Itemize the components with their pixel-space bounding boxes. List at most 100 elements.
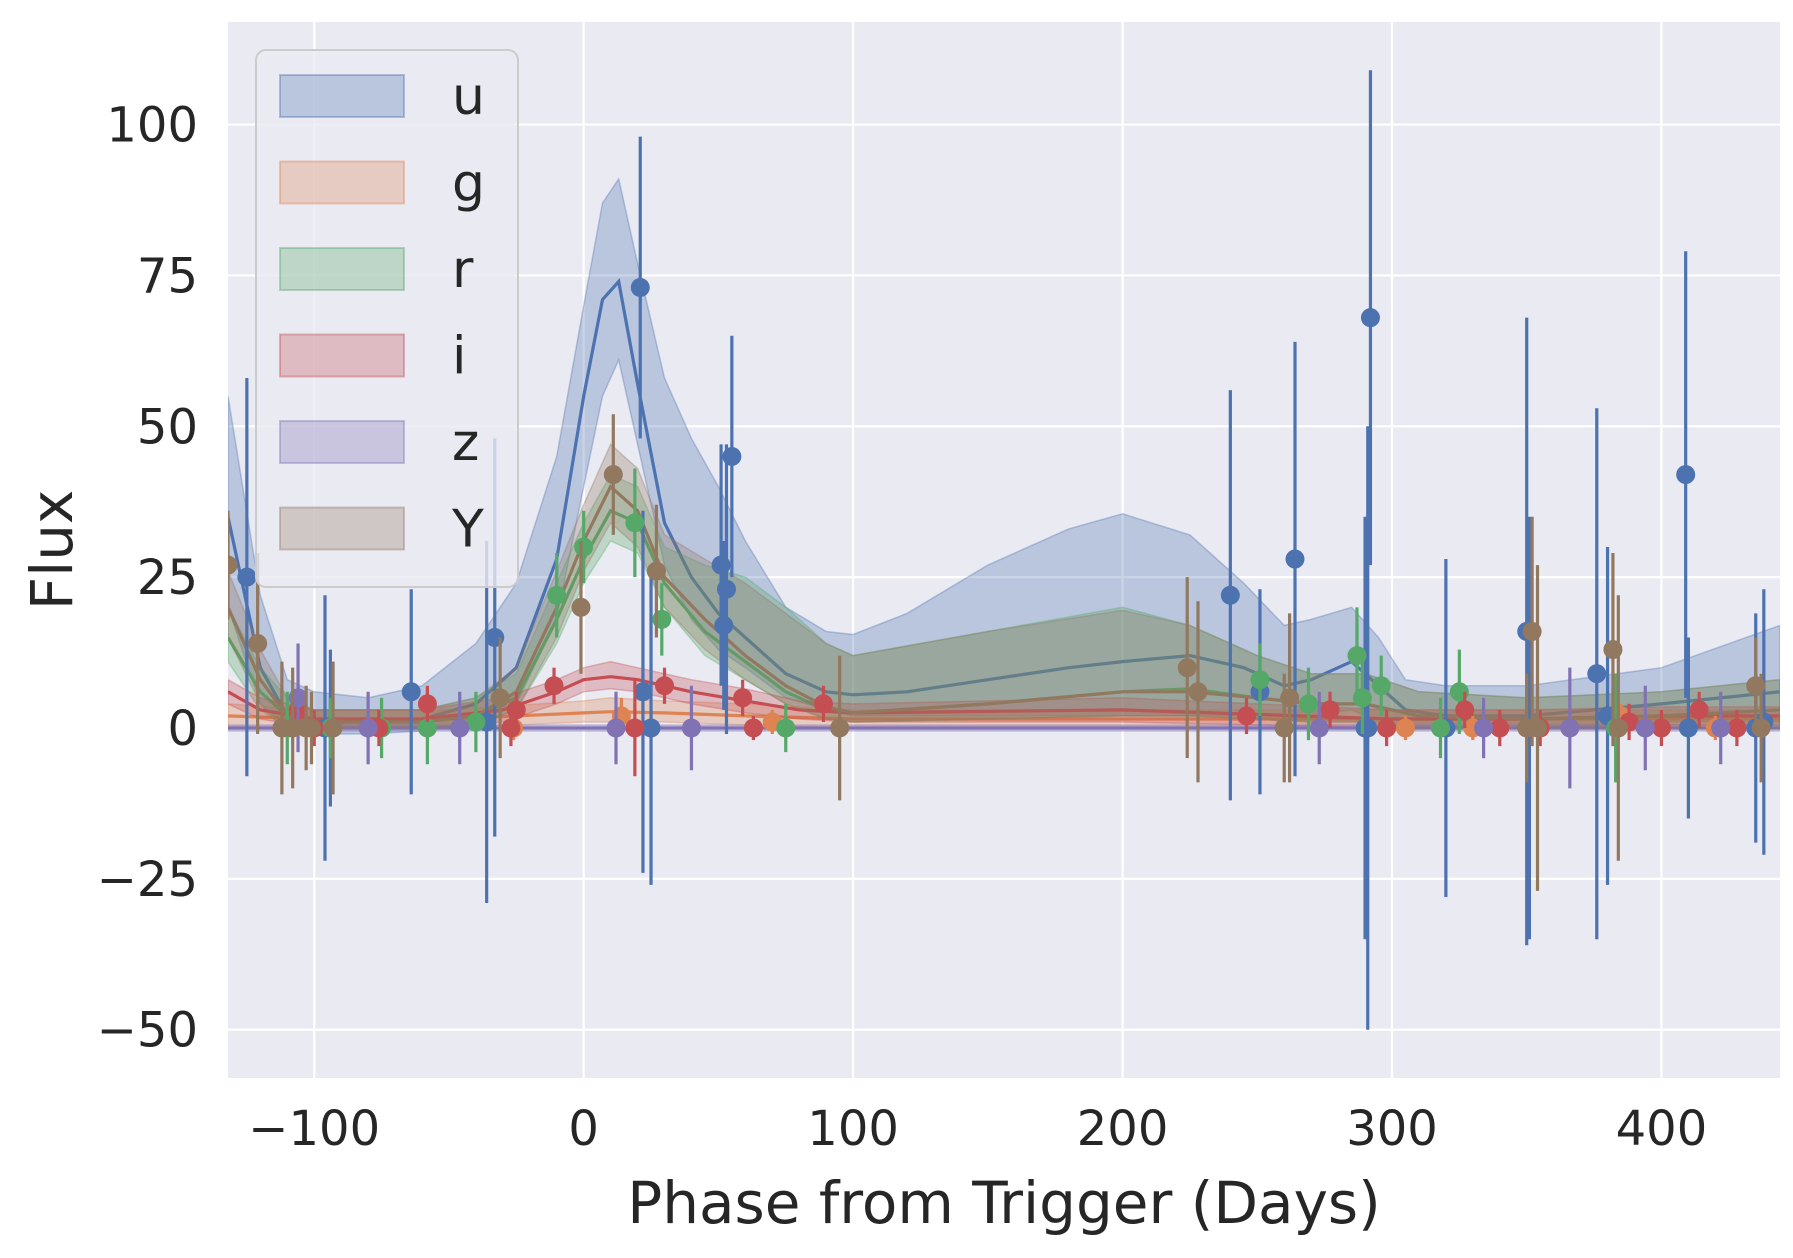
data-point — [1587, 664, 1607, 684]
data-point — [571, 597, 591, 617]
data-point — [323, 718, 343, 738]
data-point — [625, 513, 645, 533]
y-tick-label: 75 — [137, 248, 198, 304]
data-point — [1220, 585, 1240, 605]
y-tick-label: 25 — [137, 550, 198, 606]
legend-label-u: u — [452, 67, 485, 127]
data-point — [358, 718, 378, 738]
legend-label-y: Y — [451, 500, 484, 560]
data-point — [1608, 718, 1628, 738]
data-point — [1689, 700, 1709, 720]
legend-swatch-z — [279, 420, 405, 464]
data-point — [417, 718, 437, 738]
series-u — [228, 177, 1780, 735]
data-point — [228, 555, 238, 575]
data-point — [641, 718, 661, 738]
data-point — [722, 446, 742, 466]
data-point — [544, 676, 564, 696]
data-point — [603, 465, 623, 485]
legend-swatch-u — [279, 74, 405, 118]
tick-labels: −100 0 100 200 300 400 −50 −25 0 25 50 75 100 — [97, 98, 1708, 1157]
data-point — [830, 718, 850, 738]
data-point — [1298, 694, 1318, 714]
legend-swatch-i — [279, 333, 405, 378]
confidence-band-y — [228, 443, 1780, 729]
x-tick-label: 300 — [1346, 1101, 1438, 1157]
data-point — [237, 567, 257, 587]
data-point — [283, 718, 303, 738]
data-point — [506, 700, 526, 720]
y-axis-label: Flux — [18, 490, 86, 611]
x-tick-label: 400 — [1616, 1101, 1708, 1157]
legend-swatch-y — [279, 506, 405, 551]
legend-label-g: g — [452, 154, 485, 214]
legend-label-z: z — [452, 413, 479, 473]
y-tick-label: −50 — [97, 1003, 198, 1059]
data-point — [1395, 718, 1415, 738]
data-point — [1360, 308, 1380, 328]
data-point — [547, 585, 567, 605]
data-point — [1490, 718, 1510, 738]
data-point — [813, 694, 833, 714]
data-point — [1676, 465, 1696, 485]
data-point — [1560, 718, 1580, 738]
data-point — [1371, 676, 1391, 696]
data-point — [1678, 718, 1698, 738]
y-tick-label: 100 — [106, 98, 198, 154]
data-point — [574, 537, 594, 557]
observations-y — [228, 414, 1771, 891]
data-point — [625, 718, 645, 738]
confidence-band-u — [228, 177, 1780, 735]
data-point — [1188, 682, 1208, 702]
data-point — [1455, 700, 1475, 720]
data-point — [630, 278, 650, 298]
x-tick-label: 0 — [568, 1101, 599, 1157]
data-point — [302, 718, 322, 738]
data-point — [450, 718, 470, 738]
y-tick-label: −25 — [97, 852, 198, 908]
data-point — [417, 694, 437, 714]
data-point — [1635, 718, 1655, 738]
data-point — [248, 634, 268, 654]
data-point — [490, 688, 510, 708]
data-point — [646, 561, 666, 581]
legend-frame — [255, 49, 519, 588]
data-point — [1474, 718, 1494, 738]
data-point — [1237, 706, 1256, 726]
observations-z — [288, 643, 1731, 789]
x-tick-label: −100 — [248, 1101, 380, 1157]
data-point — [681, 718, 701, 738]
legend-label-r: r — [452, 240, 474, 300]
data-point — [606, 718, 626, 738]
observations-i — [288, 667, 1747, 777]
data-point — [1431, 718, 1450, 738]
data-point — [1320, 700, 1340, 720]
data-point — [1528, 718, 1547, 738]
model-line-u — [228, 278, 1780, 724]
plot-area — [228, 70, 1780, 1030]
data-point — [1352, 688, 1372, 708]
legend-label-i: i — [452, 327, 466, 387]
x-tick-label: 100 — [807, 1101, 899, 1157]
data-point — [716, 579, 736, 599]
x-axis-label: Phase from Trigger (Days) — [627, 1169, 1381, 1237]
data-point — [1377, 718, 1397, 738]
x-tick-label: 200 — [1077, 1101, 1169, 1157]
data-point — [1751, 718, 1771, 738]
data-point — [1347, 646, 1367, 666]
data-point — [1177, 658, 1197, 678]
data-point — [743, 718, 763, 738]
data-point — [1309, 718, 1329, 738]
data-point — [1280, 688, 1300, 708]
data-point — [1285, 549, 1305, 569]
data-point — [401, 682, 421, 702]
data-point — [655, 676, 674, 696]
legend-swatch-g — [279, 160, 405, 205]
data-point — [1727, 718, 1747, 738]
confidence-band-r — [228, 473, 1780, 729]
data-point — [1711, 718, 1731, 738]
legend-swatch-r — [279, 247, 405, 291]
data-point — [633, 682, 653, 702]
